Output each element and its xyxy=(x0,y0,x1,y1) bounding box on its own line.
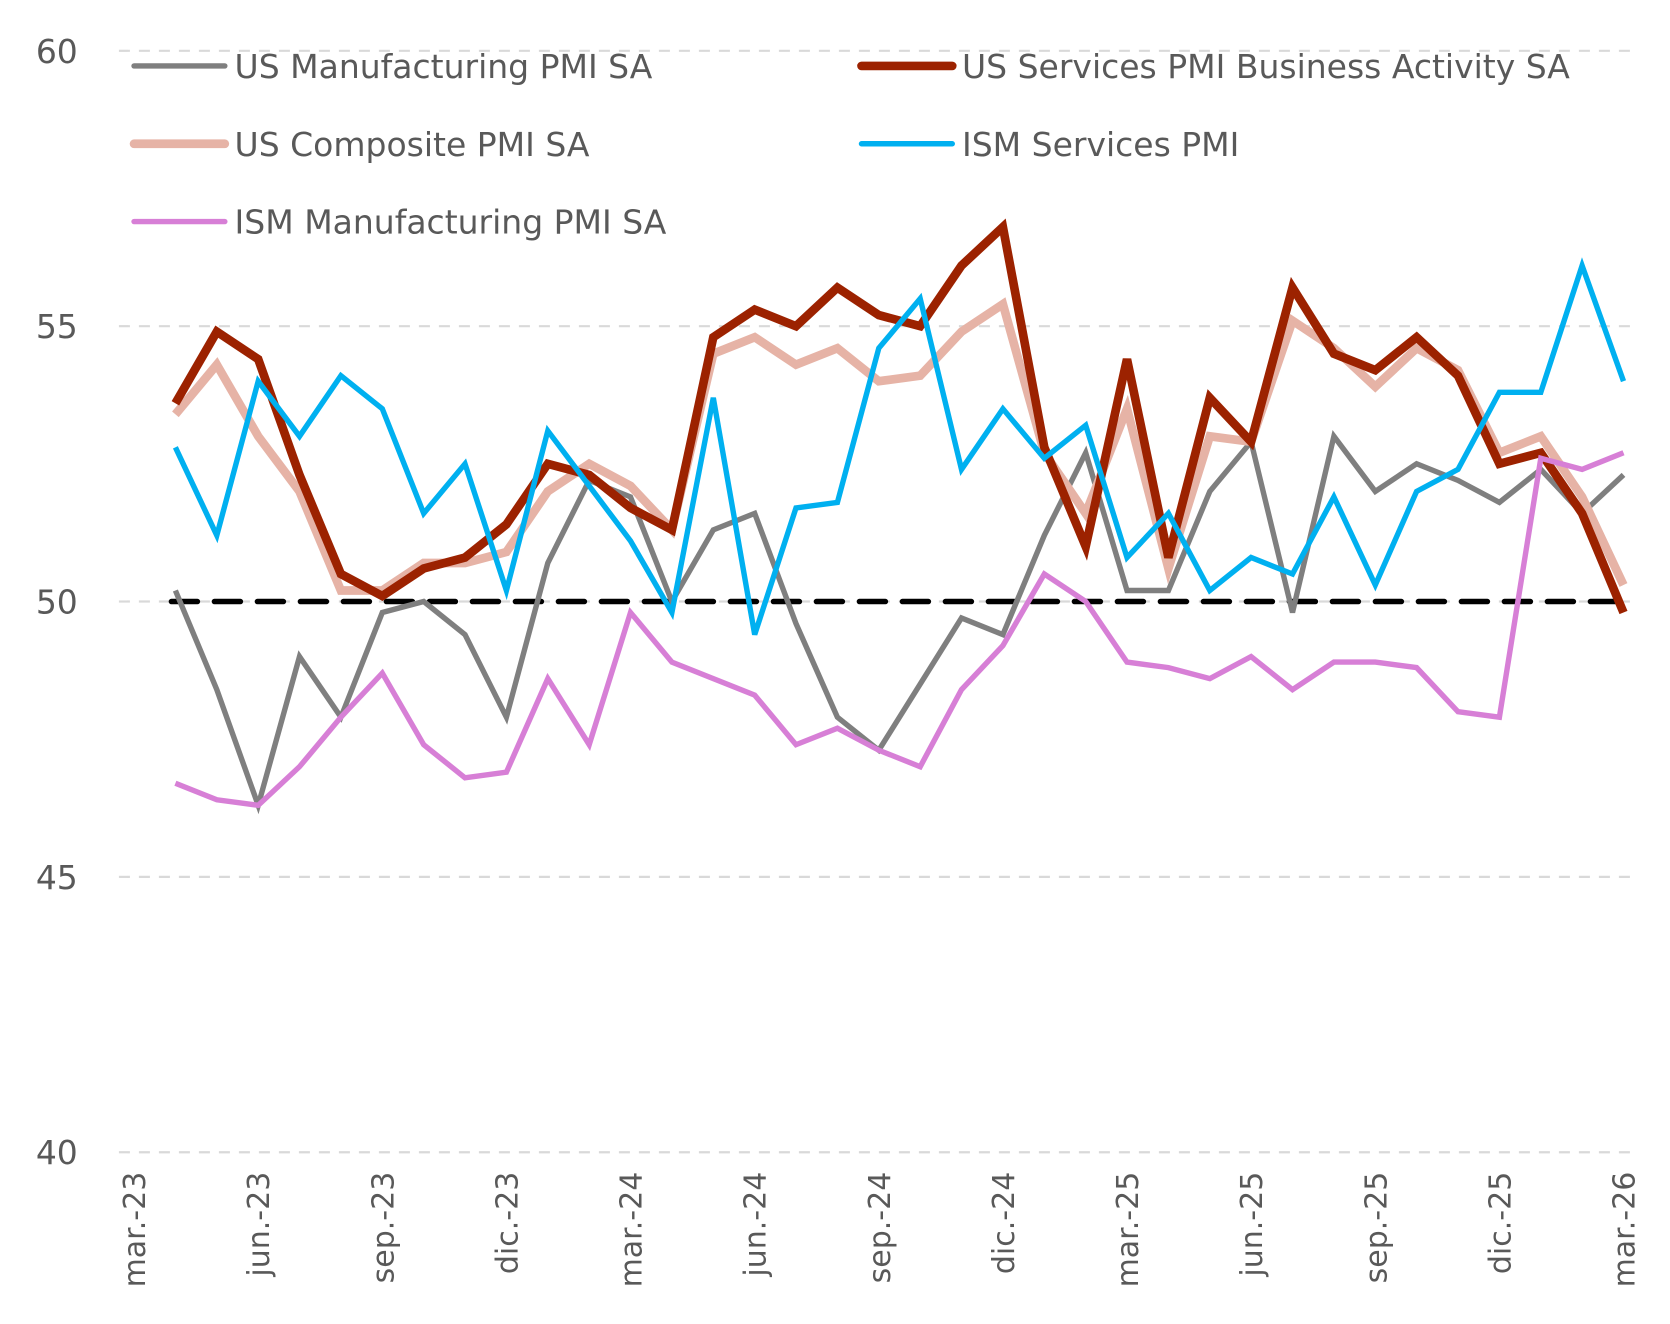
series-us-services-pmi-business-activity-sa xyxy=(171,218,1628,615)
legend-label: US Services PMI Business Activity SA xyxy=(962,47,1570,86)
x-tick-label: dic.-24 xyxy=(987,1172,1022,1274)
legend: US Manufacturing PMI SA US Services PMI B… xyxy=(129,47,1570,242)
x-tick-label: sep.-23 xyxy=(366,1172,401,1284)
x-tick-label: jun.-23 xyxy=(242,1172,277,1278)
y-axis: 40 45 50 55 60 xyxy=(36,32,78,1172)
series-ism-services-pmi xyxy=(172,257,1627,636)
x-tick-label: mar.-26 xyxy=(1608,1172,1643,1288)
series-line xyxy=(171,218,1628,615)
series-us-manufacturing-pmi-sa xyxy=(172,430,1626,815)
legend-item: ISM Services PMI xyxy=(858,125,1239,164)
legend-label: ISM Services PMI xyxy=(962,125,1239,164)
legend-item: ISM Manufacturing PMI SA xyxy=(131,203,667,242)
x-tick-label: sep.-24 xyxy=(863,1172,898,1284)
legend-label: US Composite PMI SA xyxy=(235,125,590,164)
series-line xyxy=(172,257,1627,636)
legend-label: US Manufacturing PMI SA xyxy=(235,47,653,86)
x-tick-label: jun.-24 xyxy=(739,1172,774,1278)
x-tick-label: dic.-23 xyxy=(490,1172,525,1274)
y-tick-label: 50 xyxy=(36,583,78,622)
series-line xyxy=(174,450,1625,809)
x-tick-label: jun.-25 xyxy=(1235,1172,1270,1278)
series-line xyxy=(172,430,1626,815)
x-tick-label: mar.-25 xyxy=(1111,1172,1146,1288)
y-tick-label: 40 xyxy=(36,1133,78,1172)
y-tick-label: 55 xyxy=(36,307,78,346)
series-layer xyxy=(171,218,1628,815)
x-axis: mar.-23 jun.-23 sep.-23 dic.-23 mar.-24 jun.-… xyxy=(118,1172,1642,1288)
legend-item: US Composite PMI SA xyxy=(129,125,590,164)
series-line xyxy=(172,297,1628,595)
legend-label: ISM Manufacturing PMI SA xyxy=(235,203,667,242)
x-tick-label: mar.-24 xyxy=(615,1172,650,1288)
x-tick-label: sep.-25 xyxy=(1359,1172,1394,1284)
y-tick-label: 60 xyxy=(36,32,78,71)
series-ism-manufacturing-pmi-sa xyxy=(174,450,1625,809)
legend-item: US Manufacturing PMI SA xyxy=(131,47,653,86)
legend-item: US Services PMI Business Activity SA xyxy=(857,47,1570,86)
x-tick-label: dic.-25 xyxy=(1483,1172,1518,1274)
y-tick-label: 45 xyxy=(36,858,78,897)
x-tick-label: mar.-23 xyxy=(118,1172,153,1288)
